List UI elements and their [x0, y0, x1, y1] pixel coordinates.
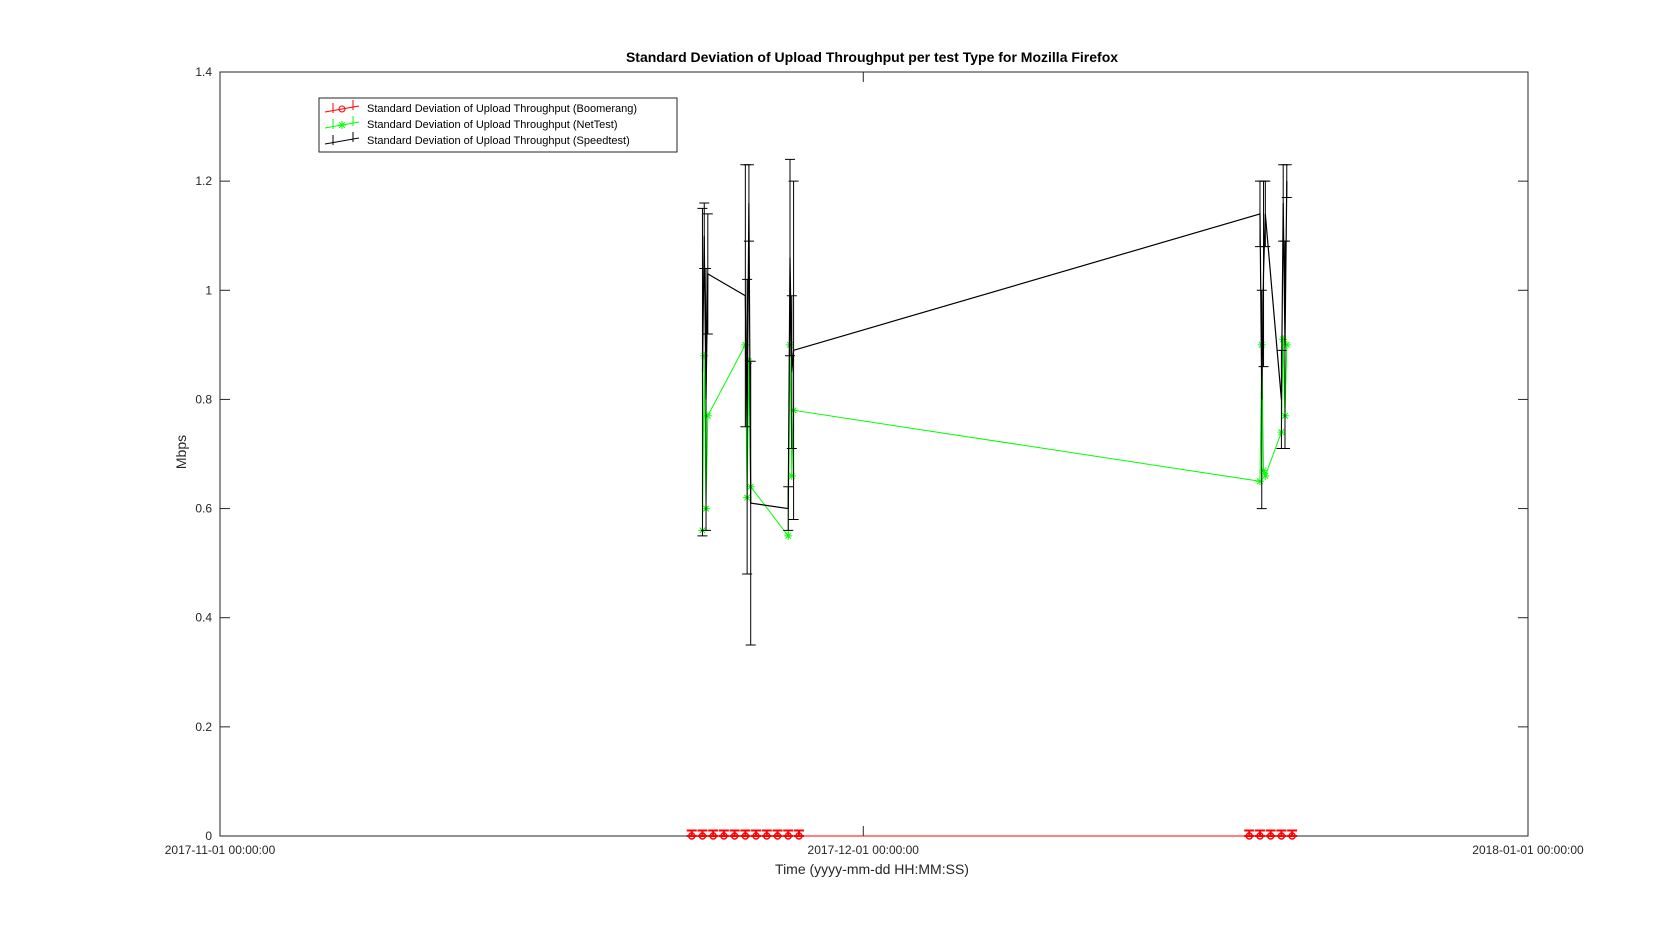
- legend-label: Standard Deviation of Upload Throughput …: [367, 119, 618, 131]
- data-point: [700, 351, 709, 360]
- data-point: [1266, 832, 1275, 840]
- data-point: [1288, 832, 1296, 840]
- data-point: [741, 832, 750, 840]
- data-point: [795, 832, 803, 840]
- y-tick-label: 0.4: [195, 611, 212, 625]
- error-bar: [788, 180, 799, 520]
- chart-title: Standard Deviation of Upload Throughput …: [626, 49, 1118, 65]
- x-tick-label: 2018-01-01 00:00:00: [1472, 843, 1584, 857]
- error-bar: [1256, 289, 1267, 510]
- data-point: [1259, 466, 1268, 475]
- data-point: [703, 411, 712, 420]
- y-axis-label: Mbps: [173, 435, 189, 469]
- y-tick-label: 0.6: [195, 502, 212, 516]
- y-tick-label: 1.2: [195, 174, 212, 188]
- series-2: [697, 158, 1292, 646]
- data-point: [1256, 832, 1264, 840]
- error-bar: [786, 295, 797, 450]
- legend-swatch-errorbar: [332, 100, 354, 113]
- y-tick-label: 0: [205, 829, 212, 843]
- y-tick-label: 1: [205, 283, 212, 297]
- axes-box: [219, 71, 1529, 837]
- error-bar: [1279, 240, 1290, 450]
- data-point: [1279, 335, 1288, 344]
- data-point: [709, 832, 717, 840]
- x-tick-label: 2017-12-01 00:00:00: [808, 843, 920, 857]
- data-point: [784, 832, 792, 840]
- error-bar: [697, 207, 708, 537]
- data-point: [784, 531, 793, 540]
- x-tick-label: 2017-11-01 00:00:00: [165, 843, 276, 857]
- series-line: [701, 181, 1288, 510]
- data-point: [698, 832, 707, 840]
- error-bar: [1281, 164, 1292, 199]
- error-bar: [701, 267, 712, 531]
- error-bar: [745, 360, 756, 646]
- error-bar: [783, 486, 794, 531]
- error-bar: [702, 213, 713, 335]
- legend-label: Standard Deviation of Upload Throughput …: [367, 103, 637, 115]
- legend-swatch-errorbar: [332, 132, 354, 145]
- y-tick-label: 0.8: [195, 392, 212, 406]
- x-axis-label: Time (yyyy-mm-dd HH:MM:SS): [775, 861, 969, 877]
- legend: Standard Deviation of Upload Throughput …: [318, 97, 678, 153]
- data-point: [1261, 471, 1270, 480]
- legend-box: [318, 97, 678, 153]
- legend-item-1: Standard Deviation of Upload Throughput …: [324, 116, 618, 131]
- y-tick-label: 0.2: [195, 720, 212, 734]
- data-point: [1282, 340, 1291, 349]
- error-bar: [743, 164, 754, 242]
- data-point: [730, 832, 739, 840]
- data-point: [1277, 832, 1286, 840]
- data-point: [763, 832, 771, 840]
- legend-item-2: Standard Deviation of Upload Throughput …: [324, 132, 630, 147]
- legend-item-0: Standard Deviation of Upload Throughput …: [324, 100, 637, 115]
- legend-swatch-errorbar: [332, 116, 354, 129]
- y-tick-label: 1.4: [195, 65, 212, 79]
- data-point: [1255, 477, 1264, 486]
- data-point: [1245, 832, 1253, 840]
- data-point: [720, 832, 728, 840]
- legend-marker: [338, 121, 346, 129]
- data-point: [687, 832, 696, 840]
- error-bar: [1260, 180, 1271, 248]
- data-point: [773, 832, 782, 840]
- plot-area: 0 0.2 0.4 0.6 0.8 1 1.2 1.4 2017-11-01 00:00:00 2…: [165, 65, 1584, 857]
- data-point: [752, 832, 760, 840]
- data-point: [787, 471, 796, 480]
- legend-label: Standard Deviation of Upload Throughput …: [367, 135, 630, 147]
- legend-marker: [338, 105, 346, 113]
- series-0: [686, 829, 1298, 840]
